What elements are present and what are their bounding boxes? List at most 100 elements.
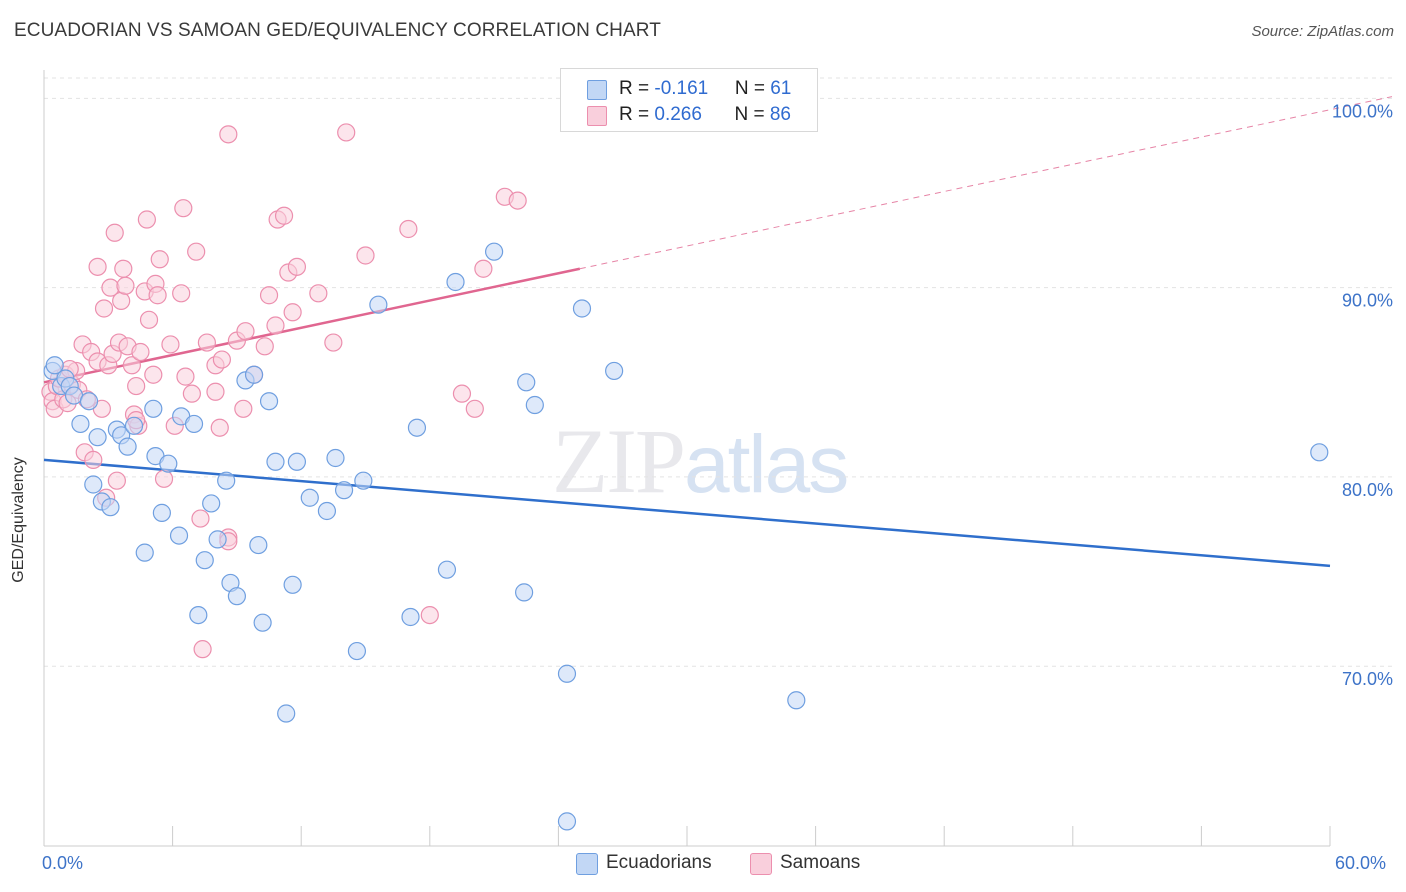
legend-r-value: 0.266 — [654, 104, 702, 125]
point-samoan — [137, 210, 156, 229]
point-ecuadorian — [300, 488, 319, 507]
point-samoan — [94, 299, 114, 318]
point-samoan — [212, 350, 231, 369]
point-ecuadorian — [407, 418, 427, 437]
point-samoan — [420, 605, 439, 625]
legend-n-value: 86 — [769, 104, 791, 125]
point-samoan — [154, 469, 174, 488]
point-samoan — [474, 259, 493, 278]
point-ecuadorian — [1310, 443, 1329, 462]
point-ecuadorian — [283, 575, 302, 594]
point-samoan — [139, 310, 159, 329]
watermark: ZIPatlas — [552, 408, 849, 514]
point-ecuadorian — [401, 607, 420, 627]
point-samoan — [191, 509, 210, 528]
point-ecuadorian — [557, 664, 577, 683]
legend-box: R = -0.161 N = 61 R = 0.266 N = 86 — [560, 68, 818, 132]
legend-n-label: N = — [734, 78, 771, 99]
point-ecuadorian — [287, 452, 307, 471]
point-samoan — [187, 242, 206, 261]
point-ecuadorian — [515, 583, 534, 602]
point-ecuadorian — [437, 560, 457, 579]
point-ecuadorian — [169, 526, 189, 545]
legend-swatch-samoans — [587, 106, 607, 126]
point-samoan — [84, 450, 103, 469]
point-ecuadorian — [347, 641, 367, 661]
legend-text-samoans: R = 0.266 N = 86 — [619, 104, 791, 126]
point-samoan — [356, 246, 375, 265]
point-ecuadorian — [45, 356, 64, 375]
point-samoan — [236, 322, 255, 341]
point-samoan — [148, 286, 167, 305]
point-samoan — [508, 191, 527, 210]
point-ecuadorian — [266, 452, 285, 471]
point-ecuadorian — [277, 704, 296, 723]
legend-r-label: R = — [619, 78, 655, 99]
point-ecuadorian — [152, 503, 171, 522]
point-ecuadorian — [159, 454, 178, 473]
point-samoan — [399, 219, 418, 239]
point-ecuadorian — [227, 587, 246, 606]
chart-title: ECUADORIAN VS SAMOAN GED/EQUIVALENCY COR… — [14, 20, 661, 41]
point-samoan — [172, 284, 191, 303]
point-ecuadorian — [557, 812, 577, 831]
point-samoan — [131, 342, 150, 362]
point-ecuadorian — [334, 481, 354, 500]
point-ecuadorian — [787, 691, 806, 710]
point-ecuadorian — [118, 437, 137, 456]
y-tick-label: 80.0% — [1342, 480, 1393, 500]
point-samoan — [114, 259, 133, 278]
point-samoan — [107, 471, 126, 490]
point-samoan — [210, 418, 229, 437]
x-axis-max-label: 60.0% — [1335, 853, 1387, 873]
point-samoan — [174, 199, 193, 218]
point-samoan — [88, 257, 107, 276]
legend-n-value: 61 — [770, 78, 792, 99]
y-tick-label: 100.0% — [1332, 101, 1393, 121]
point-samoan — [266, 316, 285, 335]
bottom-legend-swatch-ecuadorians — [576, 853, 598, 875]
source-label: Source: ZipAtlas.com — [1251, 23, 1394, 40]
point-ecuadorian — [605, 361, 624, 381]
bottom-legend-label-ecuadorians: Ecuadorians — [606, 852, 712, 873]
legend-n-label: N = — [734, 104, 770, 125]
point-samoan — [127, 376, 146, 396]
point-samoan — [337, 123, 356, 142]
watermark-zip: ZIP — [552, 410, 686, 512]
point-samoan — [324, 333, 343, 352]
point-ecuadorian — [101, 498, 120, 517]
bottom-legend-swatch-samoans — [750, 853, 772, 875]
point-ecuadorian — [317, 501, 337, 521]
x-axis-min-label: 0.0% — [42, 853, 84, 873]
point-samoan — [182, 384, 201, 403]
point-ecuadorian — [354, 471, 373, 490]
point-ecuadorian — [189, 605, 208, 625]
point-samoan — [234, 399, 253, 418]
point-ecuadorian — [79, 392, 99, 411]
point-samoan — [150, 250, 169, 269]
point-ecuadorian — [208, 530, 227, 549]
point-ecuadorian — [517, 373, 536, 392]
point-ecuadorian — [244, 365, 264, 384]
point-samoan — [206, 382, 225, 401]
point-ecuadorian — [485, 242, 504, 261]
point-samoan — [116, 276, 135, 295]
point-samoan — [283, 303, 302, 322]
point-samoan — [287, 257, 307, 276]
point-ecuadorian — [249, 535, 268, 555]
point-ecuadorian — [71, 414, 90, 434]
point-ecuadorian — [525, 395, 544, 415]
y-axis-title: GED/Equivalency — [10, 457, 27, 583]
point-samoan — [197, 333, 216, 352]
trend-line-ecuadorians — [43, 458, 1331, 568]
point-ecuadorian — [202, 494, 221, 513]
legend-r-label: R = — [619, 104, 655, 125]
point-ecuadorian — [144, 399, 163, 418]
point-samoan — [144, 365, 163, 384]
point-samoan — [112, 291, 131, 311]
point-ecuadorian — [326, 448, 345, 468]
point-samoan — [274, 206, 294, 225]
point-ecuadorian — [217, 471, 236, 490]
bottom-legend-label-samoans: Samoans — [780, 852, 861, 873]
